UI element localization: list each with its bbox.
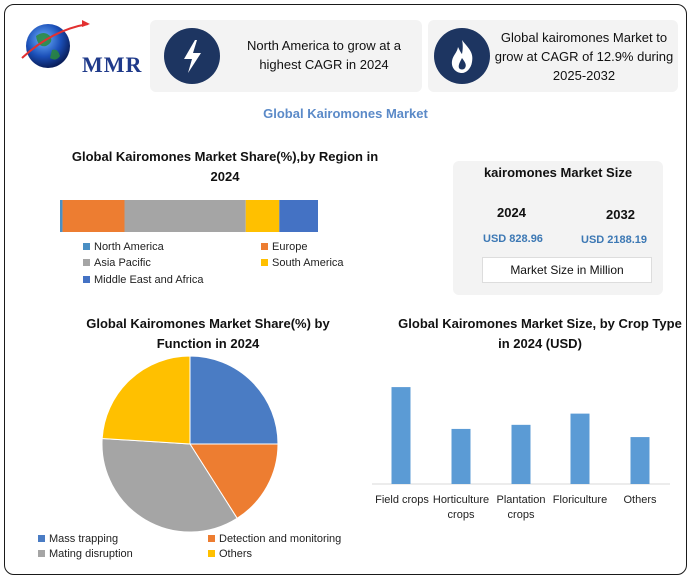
crop-bar-field-crops	[391, 387, 411, 484]
legend-item-detection: Detection and monitoring	[208, 533, 341, 545]
crop-bar-plantation-crops	[511, 424, 531, 484]
legend-item-others: Others	[208, 548, 252, 560]
region-segment-asia-pacific	[124, 200, 246, 232]
globe-icon	[21, 20, 90, 68]
pie-slice-others	[101, 355, 191, 445]
legend-item-mating-disruption: Mating disruption	[38, 548, 133, 560]
region-segment-north-america	[60, 200, 63, 232]
bar-label: Others	[623, 494, 657, 506]
crop-bar-horticulture-crops	[451, 428, 471, 484]
region-segment-middle-east-and-africa	[279, 200, 318, 232]
brand-name: MMR	[82, 52, 143, 77]
legend-item-europe: Europe	[261, 241, 307, 253]
bar-label: Horticulture crops	[432, 494, 490, 521]
region-segment-south-america	[245, 200, 280, 232]
market-size-panel: kairomones Market Size 2024 2032 USD 828…	[453, 161, 663, 295]
legend-item-asia-pacific: Asia Pacific	[83, 257, 151, 269]
flame-icon	[434, 28, 490, 84]
highlight-card-growth: Global kairomones Market to grow at CAGR…	[428, 20, 678, 92]
crop-chart-title: Global Kairomones Market Size, by Crop T…	[398, 316, 682, 351]
legend-item-middle-east-africa: Middle East and Africa	[83, 274, 203, 286]
bar-label: Floriculture	[552, 494, 608, 506]
pie-slice-mass-trapping	[189, 355, 279, 445]
value-2024: USD 828.96	[483, 233, 543, 245]
region-chart-title: Global Kairomones Market Share(%),by Reg…	[71, 149, 379, 184]
legend-item-north-america: North America	[83, 241, 164, 253]
market-size-title: kairomones Market Size	[483, 165, 633, 180]
lightning-icon	[164, 28, 220, 84]
function-chart-title: Global Kairomones Market Share(%) by Fun…	[86, 316, 330, 351]
brand-logo: MMR	[12, 12, 141, 77]
legend-item-mass-trapping: Mass trapping	[38, 533, 118, 545]
year-2032: 2032	[606, 207, 635, 222]
year-2024: 2024	[497, 205, 526, 220]
page-title: Global Kairomones Market	[263, 106, 428, 121]
highlight-text: North America to grow at a highest CAGR …	[247, 38, 401, 72]
legend-item-south-america: South America	[261, 257, 344, 269]
unit-note: Market Size in Million	[482, 257, 652, 283]
bar-label: Plantation crops	[496, 494, 546, 521]
pie-slice-mating-disruption	[101, 437, 238, 533]
crop-bar-others	[630, 437, 650, 484]
region-segment-europe	[62, 200, 125, 232]
highlight-text: Global kairomones Market to grow at CAGR…	[494, 30, 674, 83]
bar-label: Field crops	[375, 494, 429, 506]
crop-bar-floriculture	[570, 413, 590, 484]
pie-slice-detection-and-monitoring	[189, 443, 279, 519]
value-2032: USD 2188.19	[581, 234, 648, 246]
highlight-card-cagr: North America to grow at a highest CAGR …	[150, 20, 422, 92]
